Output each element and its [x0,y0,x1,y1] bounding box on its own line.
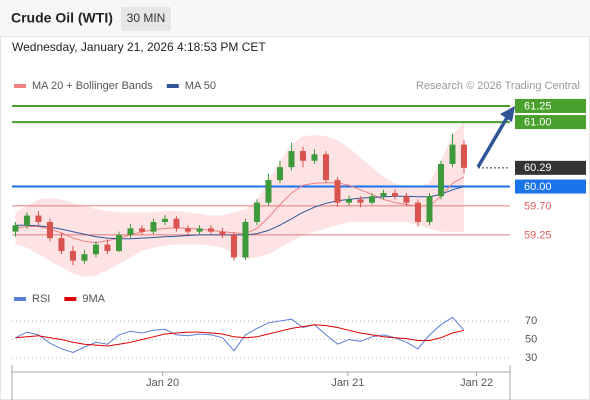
candle-body [219,231,226,235]
candle-body [92,244,99,255]
candle-body [150,221,157,232]
source: Research © 2026 Trading Central [416,80,580,92]
legend-swatch [14,84,26,88]
x-tick-label: Jan 21 [331,377,364,389]
candle-body [69,250,76,261]
level-label: 59.25 [524,229,552,241]
y-tick-label: 50 [525,333,537,345]
candle-body [265,180,272,203]
candle-body [276,167,283,181]
candle-body [104,244,111,251]
candle-body [184,228,191,232]
candle-body [173,218,180,229]
candle-body [207,228,214,232]
candle-body [161,218,168,222]
candle-body [391,192,398,197]
candle-body [12,225,19,232]
candle-body [230,234,237,258]
legend-label: RSI [32,293,50,305]
candle-body [115,234,122,251]
candle-body [196,228,203,232]
candle-body [334,180,341,203]
candle-body [242,221,249,258]
candle-body [380,192,387,197]
datetime: Wednesday, January 21, 2026 4:18:53 PM C… [12,40,266,54]
candle-body [299,151,306,161]
y-tick-label: 70 [525,315,537,327]
level-label: 61.25 [524,100,552,112]
legend-label: 9MA [82,293,105,305]
candle-body [345,199,352,203]
y-tick-label: 30 [525,352,537,364]
level-box [515,115,586,130]
interval-label[interactable]: 30 MIN [127,11,166,25]
header-bar [0,0,590,36]
candle-body [449,144,456,164]
candle-body [460,144,467,168]
level-label: 61.00 [524,116,552,128]
candle-body [322,154,329,181]
level-label: 59.70 [524,200,552,212]
candle-body [357,199,364,203]
x-tick-label: Jan 20 [146,377,179,389]
interval-button[interactable] [121,7,171,31]
level-label: 60.00 [524,181,552,193]
candle-body [414,202,421,222]
series-line [15,324,465,347]
forecast-arrow [476,115,510,168]
legend-swatch [64,297,77,301]
legend-label: MA 20 + Bollinger Bands [32,80,153,92]
candle-body [35,215,42,222]
series-line [15,186,465,240]
candle-body [368,196,375,203]
candle-body [437,163,444,197]
candle-body [403,196,410,203]
candle-body [288,151,295,168]
forecast-arrowhead [500,106,515,122]
candle-body [81,254,88,261]
candle-body [138,228,145,232]
candle-body [426,196,433,222]
legend-label: MA 50 [185,80,216,92]
level-box [515,179,586,194]
level-box [515,98,586,113]
legend-swatch [14,297,26,301]
series-line [15,316,465,354]
level-box [515,160,586,175]
legend-swatch [166,84,179,88]
candle-body [127,228,134,235]
instrument-title: Crude Oil (WTI) [11,10,113,26]
x-tick-label: Jan 22 [460,377,493,389]
candle-body [58,238,65,251]
candle-body [23,215,30,226]
series-line [15,176,465,244]
bollinger-band [15,122,464,277]
candle-body [311,154,318,161]
candle-body [253,202,260,222]
candle-body [46,221,53,239]
level-label: 60.29 [524,162,552,174]
